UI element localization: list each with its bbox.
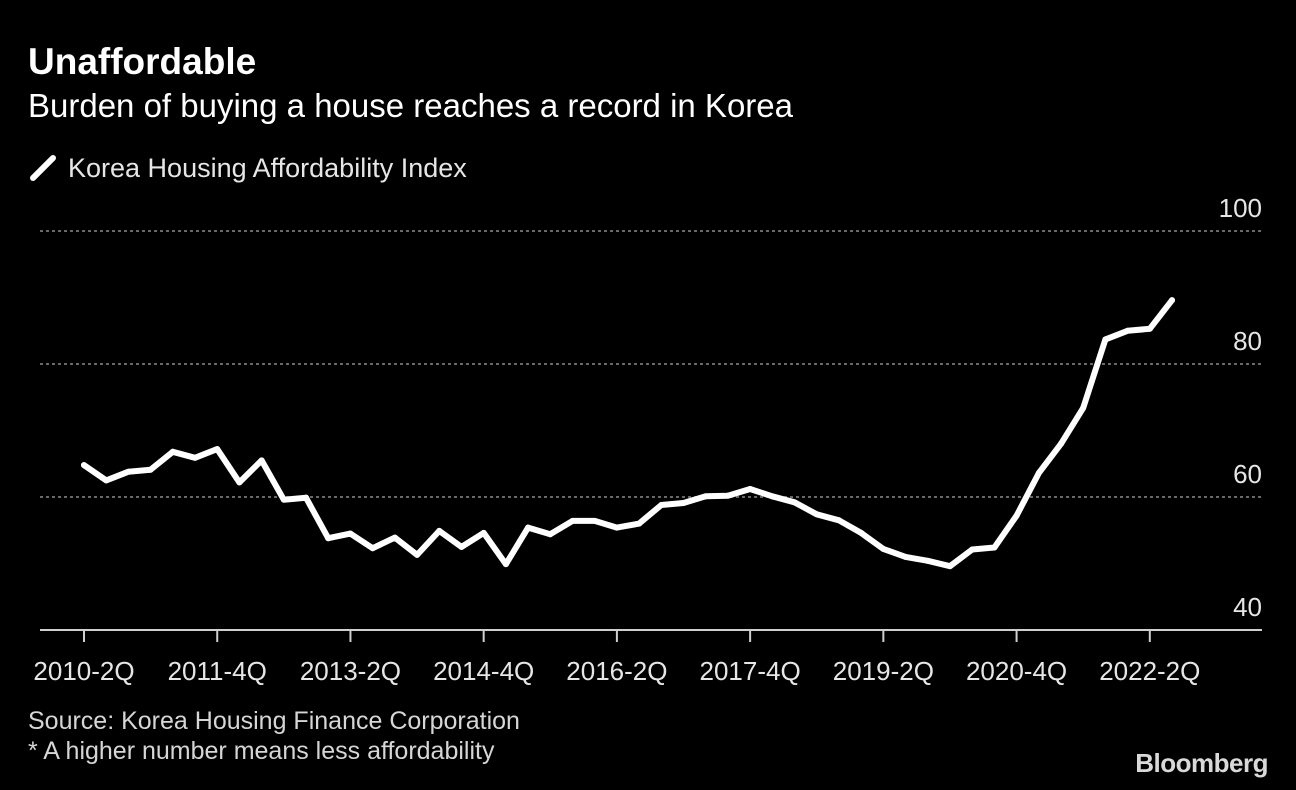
x-tick-label-2014-4Q: 2014-4Q bbox=[433, 656, 534, 686]
data-point bbox=[747, 486, 754, 493]
data-point bbox=[1035, 470, 1042, 477]
data-point bbox=[103, 477, 110, 484]
chart-subtitle: Burden of buying a house reaches a recor… bbox=[28, 87, 793, 124]
data-point bbox=[236, 479, 243, 486]
data-point bbox=[436, 527, 443, 534]
footnote: * A higher number means less affordabili… bbox=[28, 737, 495, 765]
x-tick-label-2022-2Q: 2022-2Q bbox=[1099, 656, 1200, 686]
data-point bbox=[192, 454, 199, 461]
chart-title: Unaffordable bbox=[28, 41, 257, 82]
data-point bbox=[924, 557, 931, 564]
data-point bbox=[1124, 327, 1131, 334]
data-point bbox=[636, 520, 643, 527]
data-point bbox=[547, 531, 554, 538]
x-tick-label-2020-4Q: 2020-4Q bbox=[966, 656, 1067, 686]
source-note: Source: Korea Housing Finance Corporatio… bbox=[28, 707, 520, 735]
data-point bbox=[1057, 440, 1064, 447]
data-point bbox=[569, 517, 576, 524]
x-tick-label-2010-2Q: 2010-2Q bbox=[33, 656, 134, 686]
data-point bbox=[858, 529, 865, 536]
series-layer bbox=[81, 297, 1175, 570]
data-point bbox=[613, 524, 620, 531]
chart-footer: Source: Korea Housing Finance Corporatio… bbox=[28, 706, 520, 766]
data-point bbox=[835, 517, 842, 524]
data-point bbox=[880, 545, 887, 552]
data-point bbox=[658, 501, 665, 508]
data-point bbox=[258, 457, 265, 464]
data-point bbox=[169, 448, 176, 455]
data-point bbox=[480, 529, 487, 536]
data-point bbox=[458, 543, 465, 550]
data-point bbox=[902, 553, 909, 560]
data-point bbox=[502, 561, 509, 568]
data-point bbox=[391, 534, 398, 541]
y-axis-labels: 40 60 80 100 bbox=[1219, 193, 1262, 622]
data-point bbox=[347, 530, 354, 537]
data-point bbox=[325, 535, 332, 542]
y-tick-label-80: 80 bbox=[1233, 326, 1262, 356]
y-tick-label-100: 100 bbox=[1219, 193, 1262, 223]
x-tick-label-2016-2Q: 2016-2Q bbox=[566, 656, 667, 686]
data-point bbox=[702, 493, 709, 500]
data-point bbox=[525, 524, 532, 531]
data-point bbox=[946, 563, 953, 570]
data-point bbox=[791, 499, 798, 506]
data-point bbox=[147, 466, 154, 473]
data-point bbox=[414, 551, 421, 558]
data-point bbox=[1169, 297, 1175, 304]
bloomberg-logo: Bloomberg bbox=[1135, 748, 1268, 778]
data-point bbox=[1146, 325, 1153, 332]
data-point bbox=[680, 499, 687, 506]
data-point bbox=[81, 462, 87, 469]
data-point bbox=[1080, 404, 1087, 411]
data-point bbox=[969, 546, 976, 553]
data-point bbox=[813, 511, 820, 518]
x-tick-label-2011-4Q: 2011-4Q bbox=[168, 656, 267, 686]
series-line-0 bbox=[81, 297, 1175, 570]
data-point bbox=[769, 493, 776, 500]
data-point bbox=[214, 446, 221, 453]
data-point bbox=[125, 468, 132, 475]
y-tick-label-60: 60 bbox=[1233, 459, 1262, 489]
data-point bbox=[1013, 512, 1020, 519]
x-tick-label-2019-2Q: 2019-2Q bbox=[833, 656, 934, 686]
data-point bbox=[1102, 336, 1109, 343]
x-tick-label-2017-4Q: 2017-4Q bbox=[700, 656, 801, 686]
x-tick-label-2013-2Q: 2013-2Q bbox=[300, 656, 401, 686]
data-point bbox=[369, 545, 376, 552]
x-axis: 2010-2Q 2011-4Q 2013-2Q 2014-4Q 2016-2Q 2017-… bbox=[33, 629, 1262, 686]
data-point bbox=[724, 492, 731, 499]
legend-line-icon bbox=[30, 155, 56, 181]
data-point bbox=[303, 494, 310, 501]
data-point bbox=[991, 544, 998, 551]
legend-label: Korea Housing Affordability Index bbox=[68, 152, 467, 183]
data-point bbox=[280, 496, 287, 503]
data-point bbox=[591, 517, 598, 524]
y-tick-label-40: 40 bbox=[1233, 592, 1262, 622]
chart-legend: Korea Housing Affordability Index bbox=[28, 150, 467, 186]
